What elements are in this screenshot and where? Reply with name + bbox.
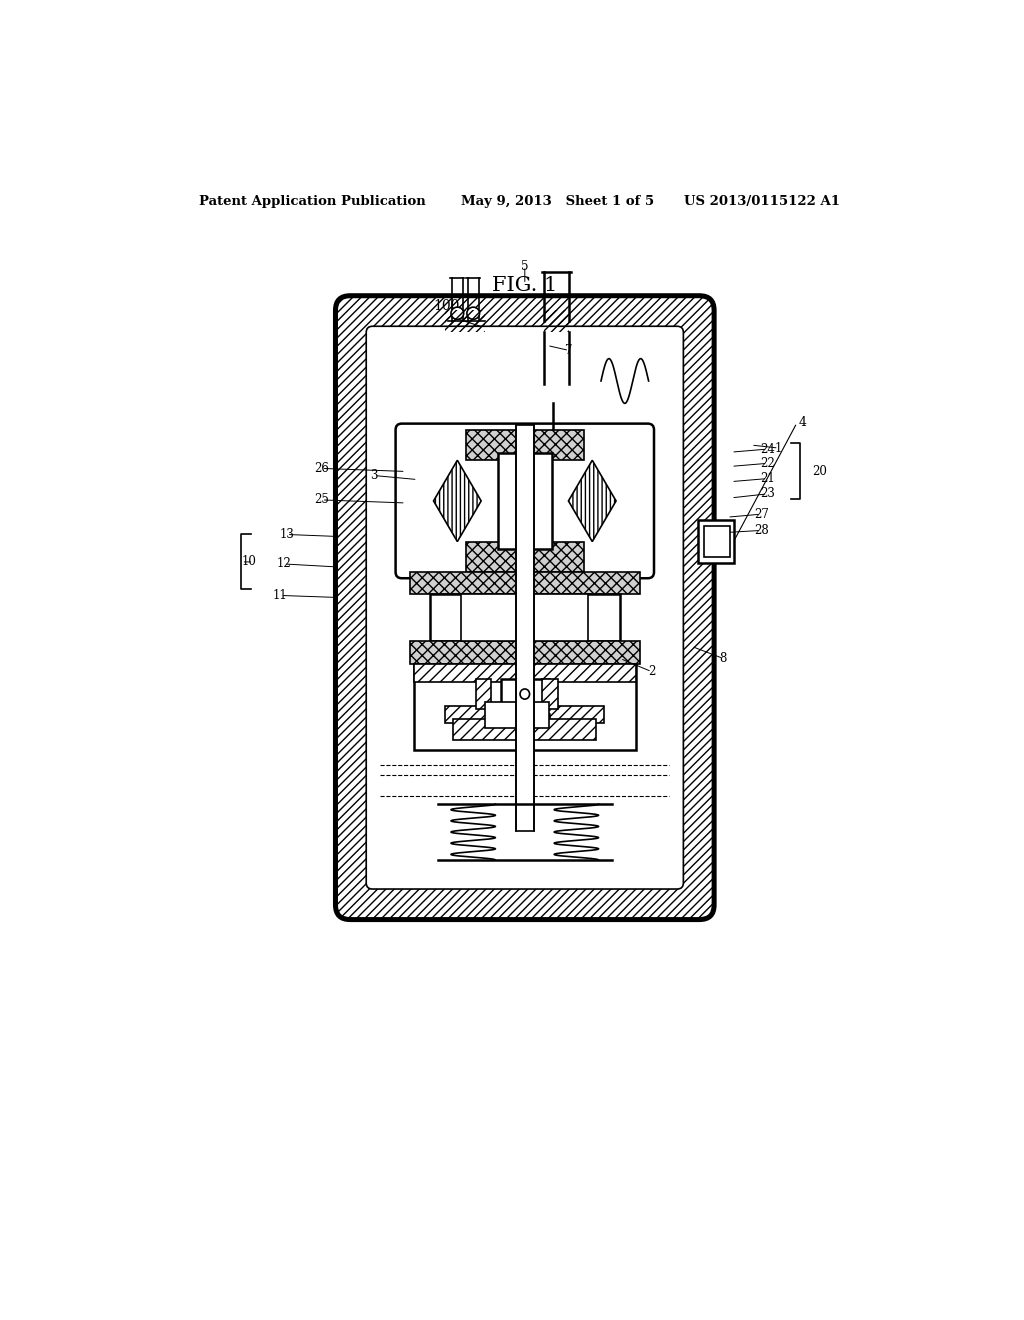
Bar (414, 664, 636, 750)
Text: US 2013/0115122 A1: US 2013/0115122 A1 (684, 194, 840, 207)
Bar (501, 678, 549, 709)
Text: 1: 1 (775, 442, 782, 454)
Bar (454, 719, 596, 739)
Bar (410, 642, 640, 664)
Bar (445, 310, 485, 333)
Text: 8: 8 (720, 652, 727, 665)
Text: 20: 20 (812, 465, 827, 478)
Text: 28: 28 (754, 524, 769, 537)
Bar (516, 425, 534, 832)
Bar (466, 430, 584, 461)
Text: 13: 13 (280, 528, 294, 541)
Bar (485, 702, 549, 727)
Bar (544, 310, 569, 333)
Text: 7: 7 (560, 341, 568, 352)
Polygon shape (568, 461, 616, 541)
Ellipse shape (451, 308, 464, 319)
Text: 7: 7 (565, 345, 573, 356)
Ellipse shape (520, 689, 529, 700)
Text: 22: 22 (760, 457, 775, 470)
Text: 11: 11 (273, 589, 288, 602)
Bar (475, 678, 492, 709)
Text: 23: 23 (760, 487, 775, 500)
Polygon shape (433, 461, 481, 541)
Bar (543, 678, 558, 709)
Text: 4: 4 (799, 416, 807, 429)
FancyBboxPatch shape (335, 294, 715, 920)
Text: Patent Application Publication: Patent Application Publication (200, 194, 426, 207)
Bar (410, 572, 640, 594)
Bar (498, 453, 552, 549)
Text: 24: 24 (760, 442, 775, 455)
Bar (697, 520, 733, 562)
Ellipse shape (467, 308, 479, 319)
Text: 21: 21 (760, 473, 775, 484)
Text: 27: 27 (754, 508, 769, 520)
Text: 10: 10 (242, 556, 257, 569)
Bar (705, 527, 730, 557)
FancyBboxPatch shape (395, 424, 654, 578)
Text: 100: 100 (433, 298, 460, 313)
Bar (445, 706, 604, 722)
Text: 3: 3 (371, 469, 378, 482)
Text: May 9, 2013   Sheet 1 of 5: May 9, 2013 Sheet 1 of 5 (461, 194, 654, 207)
Bar (430, 594, 621, 642)
Bar (501, 714, 549, 719)
Text: 25: 25 (314, 494, 329, 507)
Text: 5: 5 (521, 260, 528, 273)
FancyBboxPatch shape (367, 326, 683, 890)
Bar (466, 541, 584, 572)
Text: 12: 12 (276, 557, 291, 570)
Text: FIG. 1: FIG. 1 (493, 276, 557, 294)
Text: 26: 26 (314, 462, 329, 475)
Bar (461, 594, 588, 642)
Text: 2: 2 (648, 665, 655, 678)
Bar (414, 664, 636, 682)
